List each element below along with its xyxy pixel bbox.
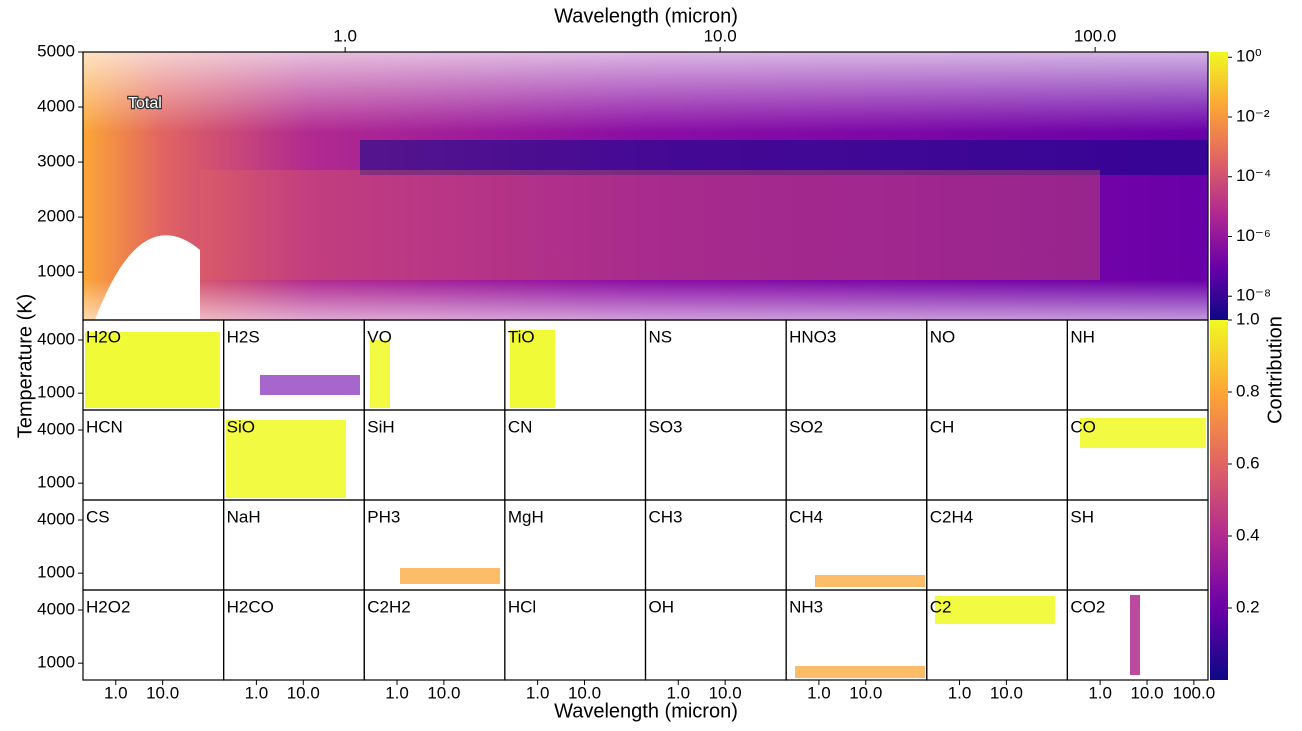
colorbar-tick-label: 10⁻² — [1236, 106, 1270, 125]
x-tick-label: 10.0 — [287, 683, 320, 702]
colorbar-total — [1210, 52, 1228, 320]
x-tick-label: 1.0 — [666, 683, 690, 702]
x-tick-label: 10.0 — [1130, 683, 1163, 702]
colorbar — [1210, 320, 1228, 680]
panel-frame — [1066, 589, 1209, 681]
panel-label: NaH — [227, 507, 261, 526]
panel-label: NH — [1070, 327, 1095, 346]
y-tick-label: 4000 — [37, 97, 75, 116]
panel-label: H2S — [227, 327, 260, 346]
x-tick-label: 1.0 — [1088, 683, 1112, 702]
x-tick-label: 10.0 — [427, 683, 460, 702]
x-axis-title-top: Wavelength (micron) — [554, 5, 738, 27]
colorbar-tick-label: 10⁻⁴ — [1236, 166, 1271, 185]
y-tick-label: 1000 — [37, 473, 75, 492]
x-tick-label: 10.0 — [849, 683, 882, 702]
panel-label: HCl — [508, 597, 536, 616]
panel-label: MgH — [508, 507, 544, 526]
y-tick-label: 4000 — [37, 330, 75, 349]
panel-label: HCN — [86, 417, 123, 436]
colorbar-tick-label: 1.0 — [1236, 309, 1260, 328]
panel-label: NS — [649, 327, 673, 346]
x-axis-title: Wavelength (micron) — [554, 700, 738, 722]
y-tick-label: 1000 — [37, 383, 75, 402]
y-tick-label: 2000 — [37, 207, 75, 226]
panel-label: CH — [930, 417, 955, 436]
y-tick-label: 4000 — [37, 600, 75, 619]
colorbar-tick-label: 10⁻⁶ — [1236, 226, 1271, 245]
panel-label: SiH — [367, 417, 394, 436]
y-tick-label: 1000 — [37, 653, 75, 672]
panel-label: SO3 — [649, 417, 683, 436]
colorbar-tick-label: 0.8 — [1236, 381, 1260, 400]
panel-label: HNO3 — [789, 327, 836, 346]
x-tick-label: 10.0 — [146, 683, 179, 702]
y-axis-title: Temperature (K) — [14, 294, 36, 439]
colorbar-tick-label: 0.2 — [1236, 597, 1260, 616]
panel-label: SO2 — [789, 417, 823, 436]
colorbar-tick-label: 0.6 — [1236, 453, 1260, 472]
panel-label: C2H2 — [367, 597, 410, 616]
x-tick-label: 1.0 — [948, 683, 972, 702]
x-tick-label: 1.0 — [245, 683, 269, 702]
y-tick-label: 3000 — [37, 152, 75, 171]
panel-label: SiO — [227, 417, 255, 436]
x-tick-label-top: 100.0 — [1074, 26, 1117, 45]
x-tick-label-top: 1.0 — [333, 26, 357, 45]
y-tick-label: 5000 — [37, 41, 75, 60]
panel-label: CO — [1070, 417, 1096, 436]
y-tick-label: 1000 — [37, 563, 75, 582]
panel-label: C2 — [930, 597, 952, 616]
y-tick-label: 4000 — [37, 420, 75, 439]
panel-label: Total — [128, 95, 162, 112]
panel-label: PH3 — [367, 507, 400, 526]
x-tick-label: 1.0 — [385, 683, 409, 702]
panel-label: CO2 — [1070, 597, 1105, 616]
panel-label: C2H4 — [930, 507, 973, 526]
panel-label: NH3 — [789, 597, 823, 616]
panel-label: OH — [649, 597, 675, 616]
colorbar-tick-label: 0.4 — [1236, 525, 1260, 544]
heatmap-decoration — [83, 52, 1208, 678]
colorbar-title: Contribution — [1264, 316, 1286, 424]
panel-label: SH — [1070, 507, 1094, 526]
x-tick-label-top: 10.0 — [704, 26, 737, 45]
panel-label: H2O2 — [86, 597, 130, 616]
panel-label: VO — [367, 327, 392, 346]
x-tick-label: 10.0 — [709, 683, 742, 702]
panel-label: NO — [930, 327, 956, 346]
x-tick-label: 100.0 — [1173, 683, 1216, 702]
y-tick-label: 1000 — [37, 262, 75, 281]
x-tick-label: 1.0 — [104, 683, 128, 702]
x-tick-label: 10.0 — [990, 683, 1023, 702]
panel-label: H2CO — [227, 597, 274, 616]
panel-label: H2O — [86, 327, 121, 346]
colorbar-tick-label: 10⁻⁸ — [1236, 286, 1271, 305]
x-tick-label: 10.0 — [568, 683, 601, 702]
panel-label: TiO — [508, 327, 535, 346]
panel-label: CH4 — [789, 507, 823, 526]
x-tick-label: 1.0 — [807, 683, 831, 702]
colorbar-tick-label: 10⁰ — [1236, 47, 1262, 66]
panel-label: CH3 — [649, 507, 683, 526]
x-tick-label: 1.0 — [526, 683, 550, 702]
panel-label: CN — [508, 417, 533, 436]
panel-label: CS — [86, 507, 110, 526]
y-tick-label: 4000 — [37, 510, 75, 529]
